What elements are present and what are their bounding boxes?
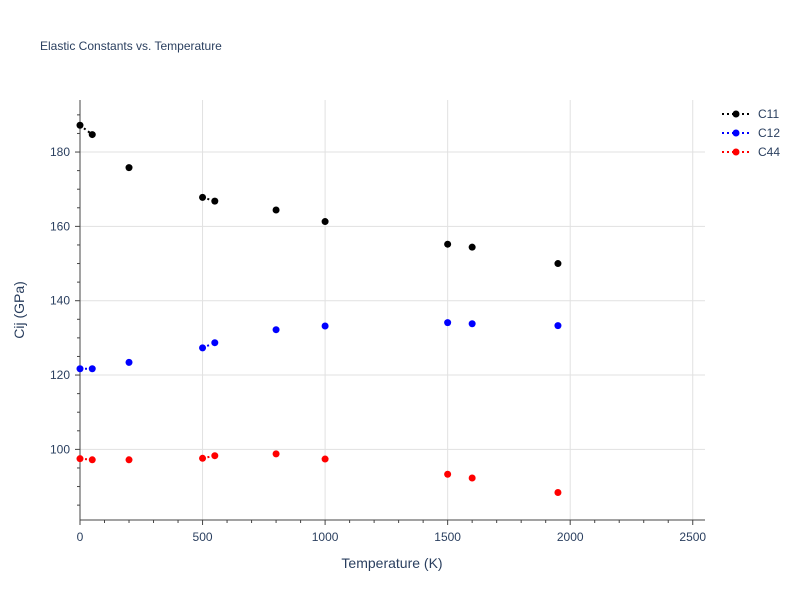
x-tick-label: 0	[77, 530, 84, 544]
legend-item-c12[interactable]: C12	[722, 126, 780, 140]
data-point[interactable]	[468, 243, 476, 251]
data-point[interactable]	[88, 456, 96, 464]
data-point[interactable]	[199, 193, 207, 201]
data-point[interactable]	[272, 206, 280, 214]
y-tick-label: 140	[50, 294, 70, 308]
data-point[interactable]	[444, 470, 452, 478]
data-point[interactable]	[76, 121, 84, 129]
data-point[interactable]	[125, 164, 133, 172]
legend-swatch-marker	[732, 110, 740, 118]
data-point[interactable]	[199, 454, 207, 462]
data-point[interactable]	[272, 450, 280, 458]
series-c44	[76, 450, 562, 496]
data-point[interactable]	[76, 455, 84, 463]
data-point[interactable]	[468, 320, 476, 328]
y-tick-label: 120	[50, 368, 70, 382]
data-point[interactable]	[211, 452, 219, 460]
data-point[interactable]	[444, 240, 452, 248]
data-point[interactable]	[321, 322, 329, 330]
legend-item-c11[interactable]: C11	[722, 107, 779, 121]
x-tick-label: 2000	[557, 530, 584, 544]
x-tick-label: 1000	[312, 530, 339, 544]
x-tick-label: 500	[193, 530, 213, 544]
data-point[interactable]	[321, 218, 329, 226]
data-point[interactable]	[211, 339, 219, 347]
series-c11	[76, 121, 562, 268]
legend-label: C12	[758, 126, 780, 140]
data-point[interactable]	[554, 260, 562, 268]
data-point[interactable]	[88, 365, 96, 373]
legend-label: C44	[758, 145, 780, 159]
legend[interactable]: C11 C12 C44	[722, 107, 780, 159]
data-point[interactable]	[199, 344, 207, 352]
y-tick-label: 100	[50, 442, 70, 456]
x-tick-label: 1500	[434, 530, 461, 544]
chart-title: Elastic Constants vs. Temperature	[40, 39, 222, 53]
legend-label: C11	[758, 107, 779, 121]
y-tick-label: 160	[50, 219, 70, 233]
data-point[interactable]	[444, 319, 452, 327]
legend-swatch-marker	[732, 129, 740, 137]
data-point[interactable]	[211, 197, 219, 205]
data-point[interactable]	[125, 358, 133, 366]
data-point[interactable]	[76, 365, 84, 373]
data-point[interactable]	[321, 455, 329, 463]
data-point[interactable]	[272, 326, 280, 334]
data-point[interactable]	[554, 488, 562, 496]
legend-item-c44[interactable]: C44	[722, 145, 780, 159]
legend-swatch-marker	[732, 148, 740, 156]
x-axis-title: Temperature (K)	[341, 555, 442, 571]
y-axis-title: Cij (GPa)	[11, 281, 27, 339]
x-tick-label: 2500	[679, 530, 706, 544]
grid	[80, 100, 705, 520]
y-tick-label: 180	[50, 145, 70, 159]
data-point[interactable]	[88, 131, 96, 139]
axes: 0 500 1000 1500 2000 2500 100 120 140 160 180	[50, 100, 706, 544]
series-group	[76, 121, 562, 496]
series-c12	[76, 319, 562, 373]
data-point[interactable]	[468, 474, 476, 482]
data-point[interactable]	[554, 322, 562, 330]
data-point[interactable]	[125, 456, 133, 464]
